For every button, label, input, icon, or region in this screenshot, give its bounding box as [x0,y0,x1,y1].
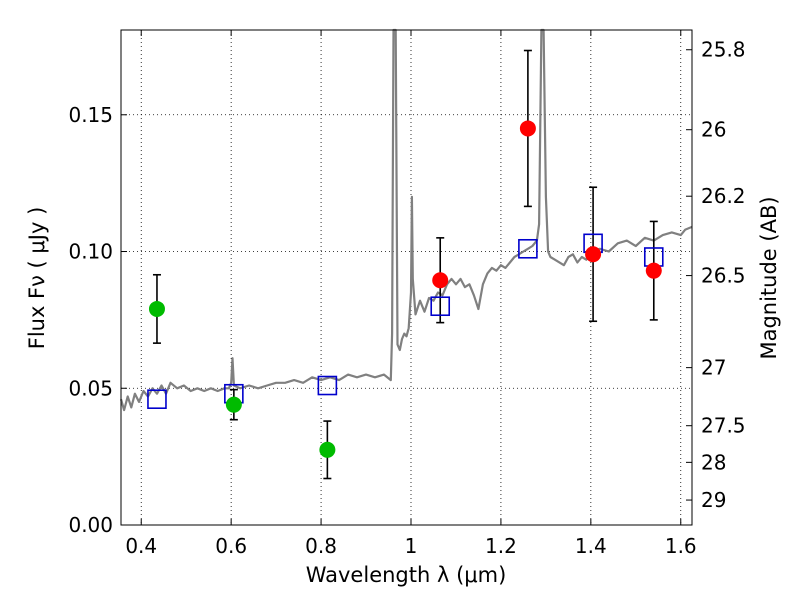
model-photometry-marker [317,375,338,396]
magnitude-tick-label: 29 [701,488,726,512]
nir-data-point [519,120,536,137]
axis-ticks [121,30,692,526]
model-photometry-marker [518,238,538,259]
y-tick-label: 0.05 [68,376,113,400]
optical-data-point [319,441,336,458]
magnitude-tick-label: 26.2 [701,184,746,208]
x-tick-label: 0.4 [125,534,157,558]
magnitude-axis-label: Magnitude (AB) [757,196,781,359]
magnitude-tick-label: 25.8 [701,38,746,62]
y-tick-label: 0.10 [68,240,113,264]
plot-area [121,30,692,525]
optical-data-point [225,396,242,413]
magnitude-tick-label: 26.5 [701,264,746,288]
tick-labels: 0.4 0.6 0.8 1 1.2 1.4 1.6 0.00 0.05 0.10 0.15 25.8 2… [68,38,745,558]
y-tick-label: 0.00 [68,513,113,537]
model-photometry-marker [147,389,167,409]
nir-data-point [585,246,602,263]
x-tick-label: 1.2 [485,534,517,558]
x-tick-label: 0.6 [215,534,247,558]
model-photometry-marker [430,296,451,317]
observed-points [148,120,662,458]
x-axis-label: Wavelength λ (μm) [306,563,507,587]
model-spectrum [119,28,693,412]
spectrum-line [119,28,693,412]
magnitude-tick-label: 27 [701,356,726,380]
x-tick-label: 1.4 [575,534,607,558]
nir-data-point [645,262,662,279]
optical-data-point [148,300,165,317]
magnitude-tick-label: 28 [701,450,726,474]
grid-lines [121,30,692,526]
x-tick-label: 1.6 [665,534,697,558]
plot-frame [120,29,693,526]
y-axis-label: Flux Fν ( μJy ) [25,207,49,350]
x-tick-label: 1 [405,534,418,558]
magnitude-tick-label: 26 [701,118,726,142]
magnitude-tick-label: 27.5 [701,414,746,438]
x-tick-label: 0.8 [305,534,337,558]
nir-data-point [432,272,449,289]
y-tick-label: 0.15 [68,103,113,127]
